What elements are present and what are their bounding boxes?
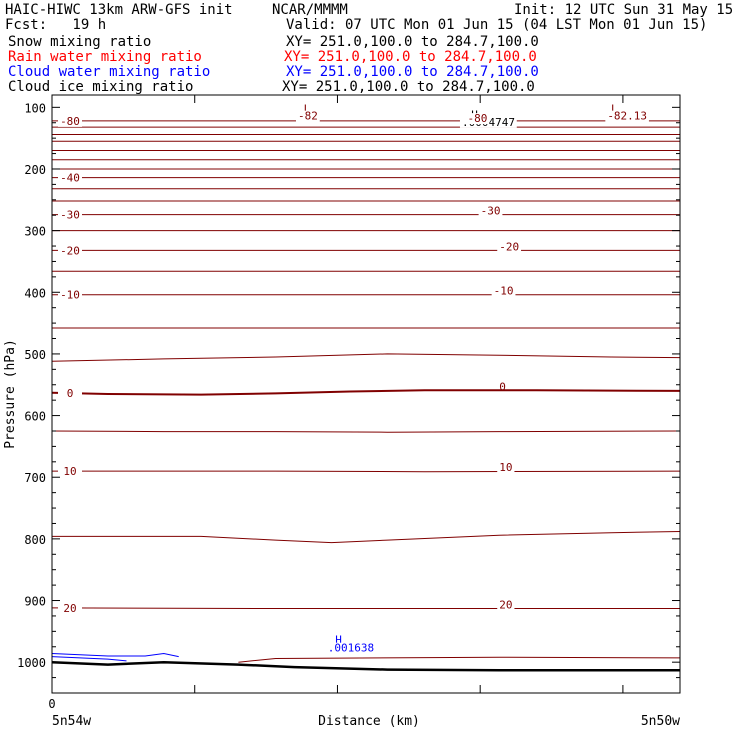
isotherm-label: 10 — [63, 465, 76, 478]
organization-label: NCAR/MMMM — [272, 2, 348, 18]
y-tick-label: 300 — [24, 225, 46, 239]
y-tick-label: 900 — [24, 595, 46, 609]
y-tick-label: 100 — [24, 101, 46, 115]
isotherm-label-bg — [58, 288, 82, 301]
isotherm-19 — [52, 470, 681, 473]
isotherm-16 — [51, 353, 681, 362]
y-tick-label: 800 — [24, 533, 46, 547]
x-axis-label: Distance (km) — [318, 714, 420, 729]
annotation-bg — [325, 642, 376, 654]
isotherm-label-bg — [58, 114, 82, 127]
temperature-isotherms — [51, 120, 681, 663]
x-left-endpoint-label: 5n54w — [52, 714, 91, 729]
y-tick-label: 700 — [24, 471, 46, 485]
field-xy-cloud-water: XY= 251.0,100.0 to 284.7,100.0 — [286, 64, 539, 80]
isotherm-label: -10 — [60, 289, 80, 302]
isotherm-label-bg — [58, 601, 82, 614]
field-xy-snow: XY= 251.0,100.0 to 284.7,100.0 — [286, 34, 539, 50]
contour-labels: -80-40-30-20-1001020L-82L-82.13H.0004747… — [58, 102, 649, 655]
isotherm-label: -80 — [60, 115, 80, 128]
isotherm-20 — [52, 531, 681, 544]
y-tick-label: 200 — [24, 163, 46, 177]
y-axis-label: Pressure (hPa) — [3, 339, 18, 449]
field-name-snow: Snow mixing ratio — [8, 34, 152, 50]
field-name-cloud-water: Cloud water mixing ratio — [8, 64, 211, 80]
isotherm-label-bg — [58, 208, 82, 221]
annotation-bg — [295, 110, 320, 122]
field-xy-rain: XY= 251.0,100.0 to 284.7,100.0 — [284, 49, 537, 65]
isotherm-label: -30 — [60, 209, 80, 222]
isotherm-label: 0 — [67, 387, 74, 400]
cloud-water-contour-0 — [51, 656, 127, 662]
annotation-bg — [497, 241, 522, 253]
ground-surface — [51, 660, 680, 672]
annotation-label: H — [335, 634, 342, 647]
annotation-label: 20 — [499, 599, 512, 612]
x-axis — [194, 95, 624, 693]
field-xy-cloud-ice: XY= 251.0,100.0 to 284.7,100.0 — [282, 79, 535, 95]
isotherm-label-bg — [58, 171, 82, 184]
y-tick-label: 600 — [24, 410, 46, 424]
forecast-hour: Fcst: 19 h — [5, 17, 107, 33]
annotation-label: L — [304, 102, 311, 115]
annotation-bg — [497, 462, 515, 474]
init-time: Init: 12 UTC Sun 31 May 15 — [514, 2, 734, 18]
annotation-label: 0 — [499, 380, 506, 393]
valid-time: Valid: 07 UTC Mon 01 Jun 15 (04 LST Mon … — [286, 17, 708, 33]
field-name-cloud-ice: Cloud ice mixing ratio — [8, 79, 194, 95]
annotation-label: -82.13 — [607, 110, 647, 123]
terrain-line — [51, 660, 680, 672]
cloud-water-contours — [51, 652, 179, 662]
y-tick-label: 500 — [24, 348, 46, 362]
plot-frame — [51, 94, 681, 694]
isotherm-17 — [51, 389, 681, 396]
annotation-label: L — [611, 102, 618, 115]
annotation-bg — [478, 205, 503, 217]
x-zero-tick-label: 0 — [48, 697, 55, 711]
isotherm-label-bg — [58, 465, 82, 478]
isotherm-18 — [51, 430, 681, 433]
annotation-label: -80 — [468, 112, 488, 125]
model-title: HAIC-HIWC 13km ARW-GFS init — [5, 2, 233, 18]
isotherm-label: -20 — [60, 244, 80, 257]
annotation-label: -82 — [298, 110, 318, 123]
isotherm-label: -40 — [60, 172, 80, 185]
annotation-label: -30 — [481, 205, 501, 218]
isotherm-22 — [238, 656, 681, 663]
x-right-endpoint-label: 5n50w — [641, 714, 680, 729]
annotation-bg — [491, 285, 516, 297]
isotherm-label-bg — [58, 244, 82, 257]
annotation-bg — [465, 113, 490, 125]
y-tick-label: 400 — [24, 286, 46, 300]
annotation-bg — [497, 599, 515, 611]
isotherm-label-bg — [58, 386, 82, 399]
annotation-bg — [605, 110, 649, 122]
isotherm-21 — [51, 607, 680, 609]
field-name-rain: Rain water mixing ratio — [8, 49, 202, 65]
isotherm-label: 20 — [63, 602, 76, 615]
cloud-water-contour-1 — [51, 652, 179, 658]
annotation-label: 10 — [499, 461, 512, 474]
annotation-label: -10 — [494, 285, 514, 298]
annotation-label: .001638 — [328, 642, 374, 655]
annotation-label: -20 — [499, 240, 519, 253]
y-tick-label: 1000 — [17, 656, 46, 670]
